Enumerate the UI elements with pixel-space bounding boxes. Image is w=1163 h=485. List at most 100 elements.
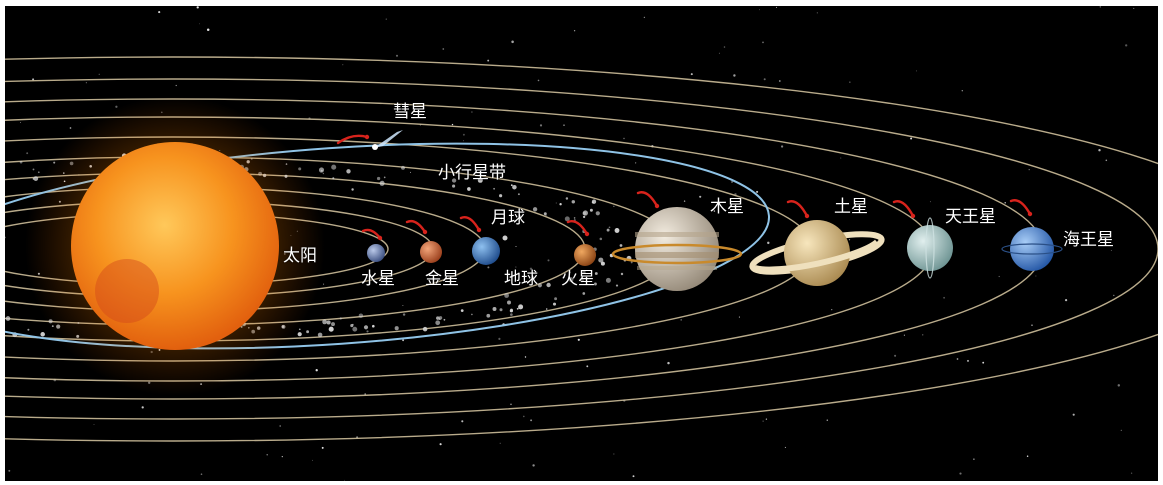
star bbox=[471, 111, 473, 113]
star bbox=[322, 172, 325, 175]
star bbox=[510, 184, 513, 187]
star bbox=[515, 246, 517, 247]
asteroid bbox=[40, 332, 45, 337]
star bbox=[569, 271, 571, 273]
asteroid bbox=[358, 313, 364, 318]
asteroid bbox=[339, 317, 342, 320]
asteroid bbox=[589, 208, 593, 212]
star bbox=[849, 81, 851, 83]
asteroid bbox=[516, 307, 519, 310]
star bbox=[402, 305, 404, 306]
direction-arrow bbox=[405, 219, 427, 234]
star bbox=[973, 458, 975, 460]
sun-spot bbox=[95, 259, 159, 323]
star bbox=[351, 188, 354, 191]
asteroid bbox=[510, 308, 513, 312]
sun bbox=[71, 142, 279, 350]
direction-arrow-head bbox=[654, 203, 660, 209]
star bbox=[199, 23, 200, 25]
solar-system-diagram: 彗星 小行星带 太阳 水星 金星 月球 地球 火星 木星 土星 天王星 海王星 bbox=[5, 6, 1158, 481]
moon-body bbox=[502, 235, 508, 241]
star bbox=[563, 124, 565, 126]
asteroid bbox=[326, 320, 331, 325]
asteroid bbox=[630, 261, 633, 264]
star bbox=[831, 308, 833, 311]
asteroid bbox=[573, 217, 576, 219]
star bbox=[956, 358, 959, 360]
star bbox=[462, 133, 465, 136]
asteroid bbox=[435, 320, 441, 326]
star bbox=[461, 420, 464, 423]
star bbox=[499, 442, 501, 444]
star bbox=[1125, 44, 1128, 47]
direction-arrow bbox=[1009, 199, 1032, 216]
star bbox=[718, 52, 720, 54]
star bbox=[115, 105, 118, 108]
comet bbox=[372, 130, 403, 150]
asteroid bbox=[499, 308, 503, 312]
asteroid bbox=[33, 176, 39, 181]
star bbox=[1072, 413, 1075, 416]
star bbox=[32, 168, 35, 171]
star bbox=[1004, 201, 1006, 204]
star bbox=[342, 64, 344, 66]
asteroid bbox=[366, 330, 369, 333]
star bbox=[667, 361, 670, 365]
saturn-label: 土星 bbox=[834, 197, 868, 217]
asteroid bbox=[537, 283, 542, 288]
star bbox=[523, 415, 525, 418]
asteroid bbox=[436, 316, 440, 320]
star bbox=[539, 124, 543, 127]
asteroid bbox=[402, 313, 406, 316]
direction-arrow-head bbox=[422, 229, 428, 235]
asteroid bbox=[593, 282, 597, 286]
asteroid bbox=[594, 272, 598, 275]
venus-label: 金星 bbox=[425, 269, 459, 289]
star bbox=[451, 123, 454, 126]
direction-arrow-head bbox=[377, 235, 383, 241]
asteroid bbox=[582, 292, 586, 295]
asteroid bbox=[606, 228, 610, 232]
asteroid bbox=[552, 302, 557, 306]
star bbox=[1105, 159, 1108, 162]
star bbox=[315, 369, 318, 372]
asteroid bbox=[598, 257, 604, 263]
star bbox=[323, 283, 325, 285]
comet-head bbox=[372, 144, 378, 150]
asteroid bbox=[328, 326, 334, 332]
asteroid bbox=[580, 278, 584, 283]
direction-arrow bbox=[336, 134, 369, 145]
star bbox=[141, 406, 144, 409]
asteroid bbox=[350, 324, 354, 328]
star bbox=[816, 12, 818, 14]
asteroid bbox=[510, 313, 513, 316]
star bbox=[1113, 294, 1115, 297]
star bbox=[321, 446, 324, 449]
star bbox=[894, 354, 897, 357]
asteroid bbox=[477, 177, 483, 183]
direction-arrow bbox=[786, 200, 809, 218]
asteroid bbox=[379, 180, 385, 186]
star bbox=[731, 181, 733, 183]
star bbox=[1035, 275, 1037, 277]
star bbox=[723, 46, 726, 48]
direction-arrow-head bbox=[804, 213, 810, 219]
asteroid bbox=[608, 226, 611, 229]
asteroid bbox=[504, 293, 509, 298]
star bbox=[8, 469, 11, 472]
star bbox=[840, 157, 842, 159]
star bbox=[1028, 168, 1030, 171]
asteroid bbox=[546, 282, 551, 288]
asteroid bbox=[320, 169, 323, 172]
star bbox=[959, 472, 962, 475]
asteroid bbox=[582, 210, 588, 216]
star bbox=[775, 6, 778, 8]
moon-label: 月球 bbox=[491, 208, 525, 228]
star bbox=[767, 241, 770, 245]
asteroid bbox=[486, 313, 491, 318]
mercury-label: 水星 bbox=[361, 269, 395, 289]
comet-orbit bbox=[5, 142, 770, 350]
star bbox=[998, 275, 1000, 278]
star bbox=[778, 80, 781, 82]
star bbox=[780, 145, 784, 148]
